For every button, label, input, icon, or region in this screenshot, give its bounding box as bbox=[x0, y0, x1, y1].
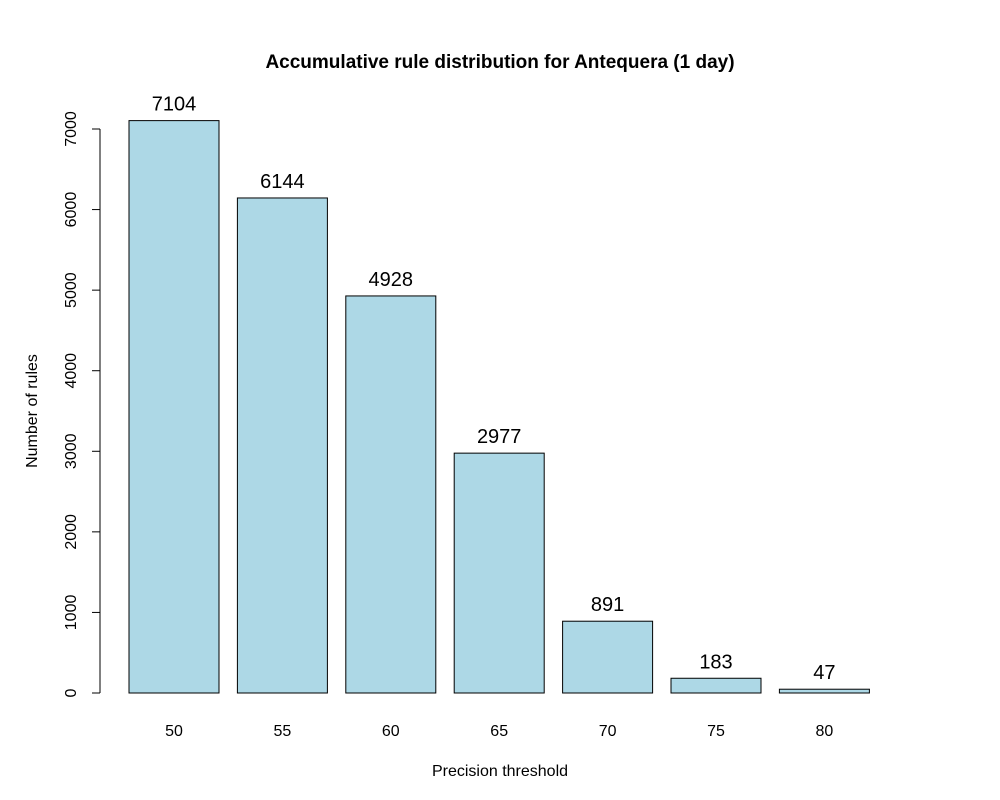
y-tick-label: 0 bbox=[63, 688, 80, 697]
y-tick-label: 1000 bbox=[63, 595, 80, 631]
bar-60 bbox=[345, 295, 437, 694]
x-tick-label: 50 bbox=[165, 723, 183, 740]
y-tick-label: 5000 bbox=[63, 272, 80, 308]
x-axis-label: Precision threshold bbox=[432, 763, 568, 780]
y-axis-label: Number of rules bbox=[24, 354, 41, 468]
bar-65 bbox=[453, 452, 545, 694]
x-tick-label: 70 bbox=[599, 723, 617, 740]
data-label: 2977 bbox=[477, 426, 522, 448]
data-label: 47 bbox=[813, 662, 835, 684]
y-axis: 0 1000 2000 3000 4000 5000 6000 7000 bbox=[63, 111, 101, 697]
y-tick-label: 7000 bbox=[63, 111, 80, 147]
data-label: 6144 bbox=[260, 171, 305, 193]
bar-55 bbox=[236, 197, 328, 694]
y-tick-label: 2000 bbox=[63, 514, 80, 550]
bar-70 bbox=[562, 620, 654, 694]
data-label: 891 bbox=[591, 594, 624, 616]
y-tick-label: 6000 bbox=[63, 192, 80, 228]
bar-50 bbox=[128, 120, 220, 694]
chart-title: Accumulative rule distribution for Anteq… bbox=[265, 52, 734, 73]
bar-80 bbox=[778, 688, 870, 694]
x-tick-label: 80 bbox=[816, 723, 834, 740]
bars bbox=[128, 120, 870, 694]
data-label: 4928 bbox=[369, 269, 414, 291]
y-tick-label: 4000 bbox=[63, 353, 80, 389]
y-tick-label: 3000 bbox=[63, 433, 80, 469]
bar-75 bbox=[670, 677, 762, 694]
x-axis-ticks: 50 55 60 65 70 75 80 bbox=[165, 723, 833, 740]
x-tick-label: 60 bbox=[382, 723, 400, 740]
data-label: 7104 bbox=[152, 94, 197, 116]
data-labels: 7104 6144 4928 2977 891 183 47 bbox=[152, 94, 836, 685]
x-tick-label: 55 bbox=[274, 723, 292, 740]
x-tick-label: 65 bbox=[490, 723, 508, 740]
data-label: 183 bbox=[699, 651, 732, 673]
x-tick-label: 75 bbox=[707, 723, 725, 740]
